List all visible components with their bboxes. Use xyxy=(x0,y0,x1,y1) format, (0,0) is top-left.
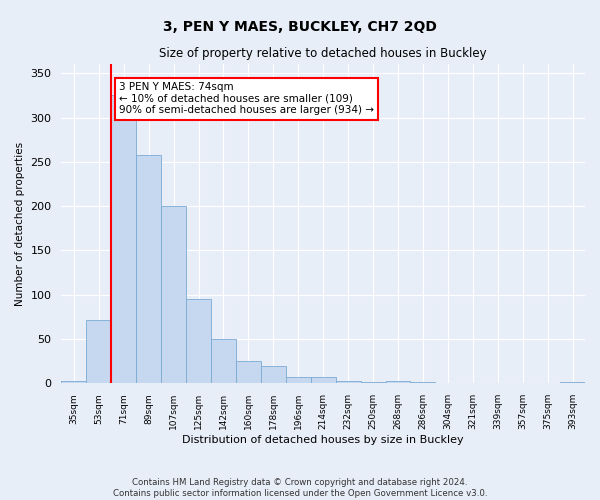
Bar xyxy=(186,299,211,384)
Bar xyxy=(161,206,186,384)
Bar xyxy=(136,155,161,384)
Bar xyxy=(335,380,361,384)
Bar xyxy=(111,96,136,384)
Bar xyxy=(386,380,410,384)
X-axis label: Distribution of detached houses by size in Buckley: Distribution of detached houses by size … xyxy=(182,435,464,445)
Bar xyxy=(286,377,311,384)
Text: 3, PEN Y MAES, BUCKLEY, CH7 2QD: 3, PEN Y MAES, BUCKLEY, CH7 2QD xyxy=(163,20,437,34)
Text: 3 PEN Y MAES: 74sqm
← 10% of detached houses are smaller (109)
90% of semi-detac: 3 PEN Y MAES: 74sqm ← 10% of detached ho… xyxy=(119,82,374,116)
Title: Size of property relative to detached houses in Buckley: Size of property relative to detached ho… xyxy=(160,48,487,60)
Bar xyxy=(311,377,335,384)
Bar xyxy=(261,366,286,384)
Bar xyxy=(560,382,585,384)
Text: Contains HM Land Registry data © Crown copyright and database right 2024.
Contai: Contains HM Land Registry data © Crown c… xyxy=(113,478,487,498)
Bar xyxy=(211,339,236,384)
Bar xyxy=(410,382,436,384)
Bar xyxy=(86,320,111,384)
Bar xyxy=(61,380,86,384)
Bar xyxy=(236,361,261,384)
Y-axis label: Number of detached properties: Number of detached properties xyxy=(15,142,25,306)
Bar xyxy=(361,382,386,384)
